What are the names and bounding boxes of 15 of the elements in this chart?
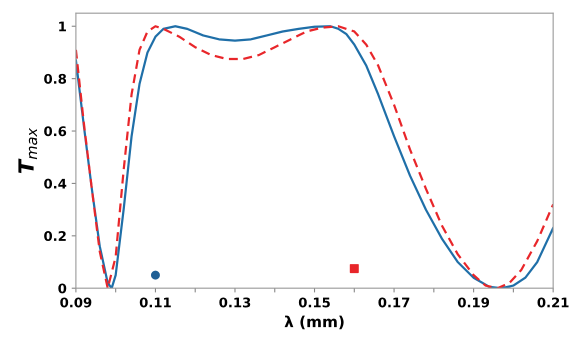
y-tick-label: 0.8: [44, 74, 66, 84]
x-tick-label: 0.09: [60, 297, 92, 308]
x-tick-label: 0.13: [219, 297, 250, 308]
x-axis-title: λ (mm): [284, 316, 344, 330]
y-axis-title: T$_{max}$: [18, 128, 38, 174]
x-tick-label: 0.19: [458, 297, 490, 308]
y-tick-label: 0.6: [44, 126, 66, 136]
y-tick-label: 0: [58, 283, 66, 294]
y-tick-label: 0.4: [44, 178, 66, 189]
x-tick-label: 0.21: [538, 297, 569, 308]
x-tick-label: 0.11: [140, 297, 171, 308]
y-tick-label: 0.2: [44, 231, 66, 242]
x-tick-label: 0.15: [298, 297, 330, 308]
x-tick-label: 0.17: [378, 297, 410, 308]
y-tick-label: 1: [59, 22, 66, 32]
